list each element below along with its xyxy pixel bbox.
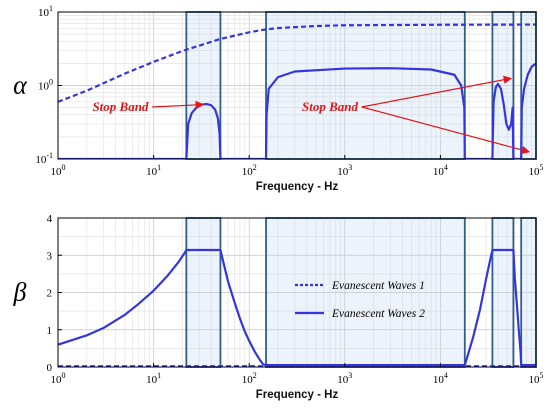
alpha-y-tick-labels: 10-1 100 101 — [35, 4, 62, 166]
y-tick-label: 1 — [47, 325, 53, 337]
stop-band-annotation: Stop Band — [92, 99, 148, 114]
y-tick-label: 4 — [47, 213, 53, 225]
legend-label: Evanescent Waves 2 — [331, 308, 425, 320]
x-tick-label: 102 — [242, 371, 257, 386]
stop-band-annotation: Stop Band — [302, 99, 358, 114]
x-tick-label: 104 — [433, 371, 448, 386]
x-tick-label: 102 — [242, 163, 257, 178]
beta-panel: 100 101 102 103 104 105 0 1 2 3 4 Frequency - Hz β Ev… — [13, 213, 544, 401]
alpha-annotations: Stop Band Stop Band — [92, 75, 531, 154]
alpha-series-dashed-line — [58, 23, 536, 103]
stop-band — [520, 217, 537, 368]
y-tick-label: 10-1 — [35, 151, 53, 166]
x-tick-label: 101 — [146, 163, 161, 178]
annotation-arrow — [361, 75, 513, 108]
x-tick-label: 100 — [51, 163, 66, 178]
annotation-arrow — [361, 106, 531, 154]
y-tick-label: 100 — [38, 78, 53, 93]
y-tick-label: 0 — [47, 362, 53, 374]
alpha-grid — [57, 12, 536, 160]
alpha-y-axis-label: α — [13, 71, 28, 100]
beta-x-axis-label: Frequency - Hz — [256, 389, 339, 401]
x-tick-label: 105 — [529, 163, 544, 178]
y-tick-label: 101 — [38, 4, 53, 19]
stop-band — [491, 217, 515, 368]
stop-band — [265, 11, 466, 160]
x-tick-label: 103 — [337, 163, 352, 178]
stop-band — [491, 11, 515, 160]
beta-legend: Evanescent Waves 1 Evanescent Waves 2 — [295, 280, 425, 320]
stop-band — [265, 217, 466, 368]
stop-band — [520, 11, 537, 160]
beta-y-axis-label: β — [13, 278, 27, 307]
alpha-series-solid-line — [58, 62, 536, 159]
stop-band — [185, 11, 222, 160]
stop-band — [185, 217, 222, 368]
beta-y-tick-labels: 0 1 2 3 4 — [47, 213, 62, 374]
beta-series-solid-line — [58, 248, 536, 367]
y-tick-label: 3 — [47, 250, 53, 262]
x-tick-label: 104 — [433, 163, 448, 178]
x-tick-label: 101 — [146, 371, 161, 386]
annotation-arrow — [152, 100, 205, 110]
x-tick-label: 103 — [337, 371, 352, 386]
x-tick-label: 105 — [529, 371, 544, 386]
legend-label: Evanescent Waves 1 — [331, 280, 425, 292]
beta-x-tick-labels: 100 101 102 103 104 105 — [51, 363, 544, 386]
y-tick-label: 2 — [47, 288, 53, 300]
x-tick-label: 100 — [51, 371, 66, 386]
beta-stop-bands — [185, 217, 537, 368]
alpha-x-tick-labels: 100 101 102 103 104 105 — [51, 155, 544, 178]
alpha-x-axis-label: Frequency - Hz — [256, 181, 339, 193]
